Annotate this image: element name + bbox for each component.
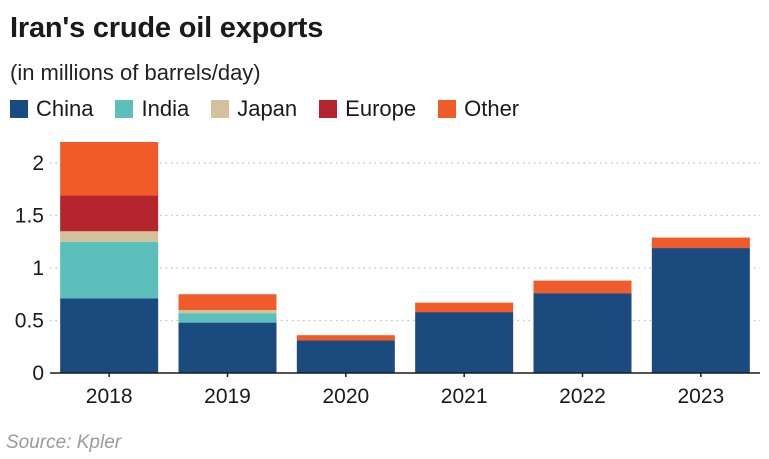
x-tick-label: 2022 <box>559 385 606 408</box>
source-note: Source: Kpler <box>6 432 122 453</box>
y-tick-label: 0 <box>32 362 44 385</box>
x-tick-label: 2021 <box>441 385 488 408</box>
bar-segment-india-2018 <box>60 241 159 299</box>
chart-title: Iran's crude oil exports <box>10 12 324 44</box>
bar-segment-india-2019 <box>178 313 277 323</box>
legend-swatch <box>319 100 338 118</box>
bar-segment-china-2020 <box>296 340 395 373</box>
bar-segment-china-2021 <box>415 312 514 373</box>
x-tick-label: 2020 <box>322 385 369 408</box>
legend-item-japan: Japan <box>211 96 297 122</box>
legend-label: Japan <box>237 96 298 121</box>
bar-segment-other-2022 <box>533 280 632 294</box>
y-tick-label: 2 <box>32 152 44 175</box>
bar-segment-other-2021 <box>415 302 514 313</box>
bar-segment-china-2022 <box>533 293 632 373</box>
legend-label: India <box>141 96 190 121</box>
x-tick-label: 2019 <box>204 385 251 408</box>
legend-swatch <box>10 100 28 118</box>
legend-item-other: Other <box>438 96 519 122</box>
bar-segment-china-2023 <box>651 248 750 373</box>
bar-segment-other-2018 <box>60 142 159 196</box>
legend-swatch <box>438 100 457 118</box>
bar-segment-other-2019 <box>178 294 277 310</box>
legend: China India Japan Europe Other <box>10 96 541 122</box>
legend-item-europe: Europe <box>319 96 416 122</box>
legend-swatch <box>115 100 134 118</box>
y-tick-label: 1.5 <box>15 205 44 228</box>
bar-segment-japan-2019 <box>178 310 277 314</box>
legend-item-china: China <box>10 96 93 122</box>
legend-label: Other <box>464 96 520 121</box>
x-tick-label: 2023 <box>677 385 724 408</box>
bar-segment-china-2019 <box>178 322 277 373</box>
x-tick-label: 2018 <box>86 385 133 408</box>
bar-segment-japan-2018 <box>60 231 159 242</box>
y-tick-label: 1 <box>32 257 44 280</box>
legend-label: China <box>36 96 94 121</box>
y-tick-label: 0.5 <box>15 310 44 333</box>
bar-segment-other-2023 <box>651 237 750 249</box>
legend-swatch <box>211 100 230 118</box>
bar-segment-europe-2018 <box>60 195 159 232</box>
chart-subtitle: (in millions of barrels/day) <box>10 60 261 85</box>
legend-item-india: India <box>115 96 189 122</box>
bar-segment-china-2018 <box>60 298 159 373</box>
legend-label: Europe <box>345 96 417 121</box>
bar-segment-other-2020 <box>296 335 395 341</box>
